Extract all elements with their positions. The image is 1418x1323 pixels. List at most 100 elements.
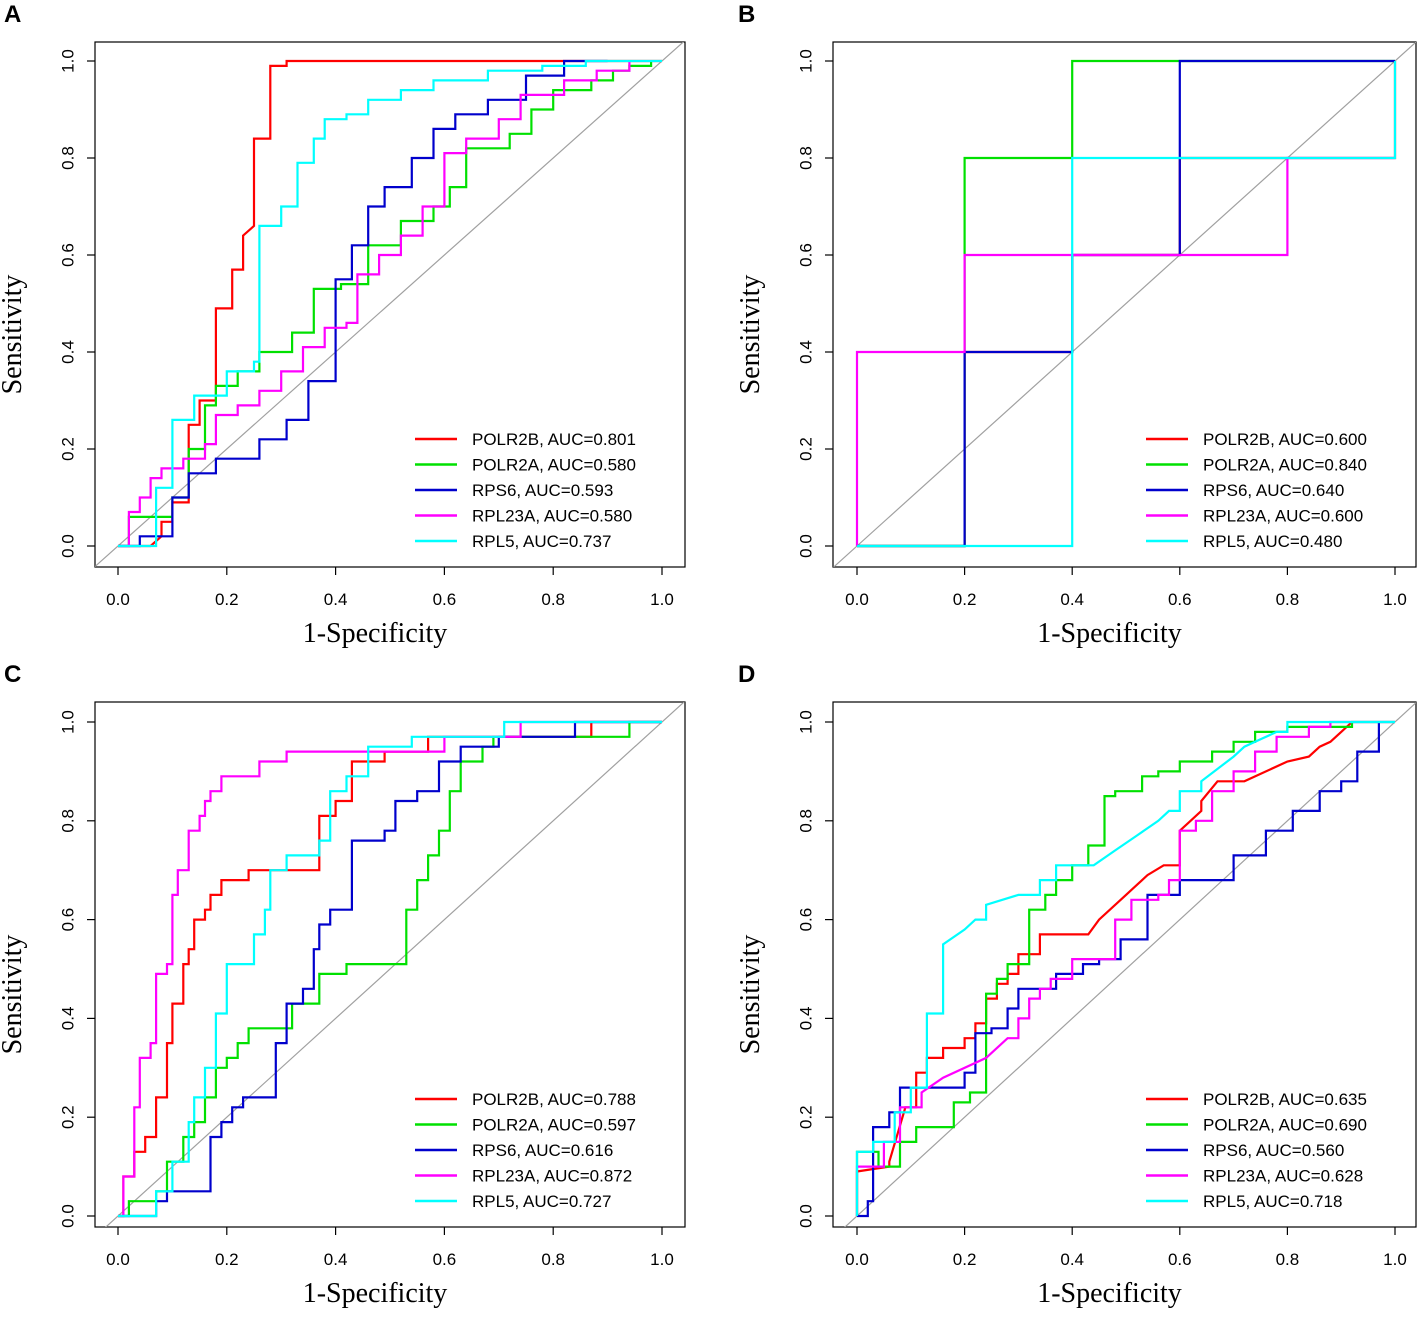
roc-curve-rpl5 [118, 720, 662, 1218]
x-tick-label: 0.4 [324, 1250, 348, 1269]
legend-label-rpl23a: RPL23A, AUC=0.600 [1203, 507, 1363, 526]
panel-letter: D [738, 661, 755, 688]
y-tick-label: 0.2 [796, 1105, 815, 1129]
legend-label-rpl5: RPL5, AUC=0.718 [1203, 1192, 1342, 1211]
roc-curve-rps6 [857, 722, 1380, 1218]
roc-curve-rpl23a [855, 720, 1395, 1216]
reference-diagonal [95, 42, 685, 567]
legend-label-rps6: RPS6, AUC=0.593 [472, 481, 613, 500]
x-tick-label: 0.0 [106, 590, 130, 609]
roc-curve-rps6 [118, 720, 662, 1218]
legend-label-polr2a: POLR2A, AUC=0.840 [1203, 456, 1367, 475]
roc-curve-rpl5 [857, 61, 1397, 548]
legend-label-polr2b: POLR2B, AUC=0.788 [472, 1090, 636, 1109]
x-tick-label: 0.4 [1060, 1250, 1084, 1269]
y-tick-label: 1.0 [58, 49, 77, 73]
x-tick-label: 0.8 [541, 1250, 565, 1269]
x-axis-title: 1-Specificity [1037, 618, 1182, 649]
x-tick-label: 0.8 [1276, 1250, 1300, 1269]
panel-letter: B [738, 1, 755, 28]
legend-label-polr2b: POLR2B, AUC=0.600 [1203, 430, 1367, 449]
x-axis-title: 1-Specificity [303, 1278, 448, 1309]
legend-label-rps6: RPS6, AUC=0.616 [472, 1141, 613, 1160]
roc-panel-b: B 0.0 0.2 0.4 0.6 0.8 1.0 0.0 0.2 0.4 0.6 0.8 1.0 1-S… [735, 1, 1417, 649]
panel-letter: A [4, 1, 21, 28]
y-tick-label: 0.4 [58, 1007, 77, 1031]
legend-label-rpl23a: RPL23A, AUC=0.580 [472, 507, 632, 526]
y-axis-title: Sensitivity [735, 275, 766, 395]
y-tick-label: 0.8 [58, 146, 77, 170]
x-tick-label: 0.8 [541, 590, 565, 609]
legend-label-polr2b: POLR2B, AUC=0.801 [472, 430, 636, 449]
roc-curve-polr2a [855, 720, 1395, 1216]
y-tick-label: 1.0 [58, 710, 77, 734]
legend-label-rpl23a: RPL23A, AUC=0.628 [1203, 1167, 1363, 1186]
x-tick-label: 0.6 [433, 590, 457, 609]
roc-panel-d: D 0.0 0.2 0.4 0.6 0.8 1.0 0.0 0.2 0.4 0.6 0.8 1.0 1-S… [735, 661, 1417, 1309]
plot-frame [94, 701, 686, 1228]
y-tick-label: 0.6 [796, 243, 815, 267]
y-tick-label: 0.4 [796, 340, 815, 364]
y-tick-label: 0.6 [58, 243, 77, 267]
plot-frame [832, 701, 1417, 1228]
roc-curve-rpl23a [118, 61, 631, 548]
y-axis-title: Sensitivity [0, 935, 28, 1055]
legend-label-polr2a: POLR2A, AUC=0.597 [472, 1116, 636, 1135]
legend-label-polr2a: POLR2A, AUC=0.580 [472, 456, 636, 475]
x-tick-label: 0.6 [1168, 590, 1192, 609]
y-tick-label: 0.0 [796, 1204, 815, 1228]
roc-curve-rpl5 [855, 720, 1395, 1216]
roc-curve-rpl5 [118, 59, 662, 548]
legend: POLR2B, AUC=0.635 POLR2A, AUC=0.690 RPS6, … [1146, 1090, 1367, 1211]
roc-curve-rpl23a [118, 720, 662, 1218]
y-tick-label: 0.4 [58, 340, 77, 364]
x-tick-label: 1.0 [1383, 1250, 1407, 1269]
legend-label-rps6: RPS6, AUC=0.560 [1203, 1141, 1344, 1160]
x-tick-label: 0.6 [1168, 1250, 1192, 1269]
x-tick-label: 1.0 [650, 590, 674, 609]
legend-label-rpl5: RPL5, AUC=0.727 [472, 1192, 611, 1211]
x-axis-title: 1-Specificity [303, 618, 448, 649]
legend-label-rpl23a: RPL23A, AUC=0.872 [472, 1167, 632, 1186]
roc-curve-polr2a [118, 61, 653, 548]
y-tick-label: 0.2 [796, 437, 815, 461]
x-tick-label: 0.4 [1060, 590, 1084, 609]
y-tick-label: 0.8 [796, 146, 815, 170]
legend-label-polr2a: POLR2A, AUC=0.690 [1203, 1116, 1367, 1135]
legend: POLR2B, AUC=0.788 POLR2A, AUC=0.597 RPS6, … [415, 1090, 636, 1211]
x-axis-title: 1-Specificity [1037, 1278, 1182, 1309]
y-axis-title: Sensitivity [735, 935, 766, 1055]
legend: POLR2B, AUC=0.600 POLR2A, AUC=0.840 RPS6, … [1146, 430, 1367, 551]
x-tick-label: 0.2 [215, 1250, 239, 1269]
reference-diagonal [104, 702, 685, 1227]
y-tick-label: 0.6 [58, 908, 77, 932]
x-tick-label: 0.8 [1276, 590, 1300, 609]
y-tick-label: 1.0 [796, 710, 815, 734]
y-tick-label: 0.8 [796, 809, 815, 833]
panel-letter: C [4, 661, 21, 688]
roc-curve-polr2a [118, 720, 662, 1218]
x-tick-label: 0.0 [845, 590, 869, 609]
legend-label-rpl5: RPL5, AUC=0.480 [1203, 532, 1342, 551]
y-tick-label: 0.4 [796, 1007, 815, 1031]
x-tick-label: 1.0 [650, 1250, 674, 1269]
x-tick-label: 0.4 [324, 590, 348, 609]
x-tick-label: 1.0 [1383, 590, 1407, 609]
reference-diagonal [833, 42, 1416, 567]
roc-curve-polr2b [118, 720, 662, 1218]
legend-label-rps6: RPS6, AUC=0.640 [1203, 481, 1344, 500]
y-tick-label: 0.6 [796, 908, 815, 932]
plot-frame [832, 41, 1417, 568]
roc-curve-rps6 [118, 59, 608, 548]
reference-diagonal [844, 702, 1416, 1227]
y-tick-label: 0.2 [58, 437, 77, 461]
legend-label-polr2b: POLR2B, AUC=0.635 [1203, 1090, 1367, 1109]
y-axis-title: Sensitivity [0, 275, 28, 395]
y-tick-label: 1.0 [796, 49, 815, 73]
legend: POLR2B, AUC=0.801 POLR2A, AUC=0.580 RPS6, … [415, 430, 636, 551]
x-tick-label: 0.2 [215, 590, 239, 609]
x-tick-label: 0.6 [433, 1250, 457, 1269]
x-tick-label: 0.2 [953, 590, 977, 609]
roc-panel-a: A 0.0 0.2 0.4 0.6 0.8 1.0 0.0 0.2 0.4 0.6 0.8 1.0 1-S… [0, 1, 686, 649]
